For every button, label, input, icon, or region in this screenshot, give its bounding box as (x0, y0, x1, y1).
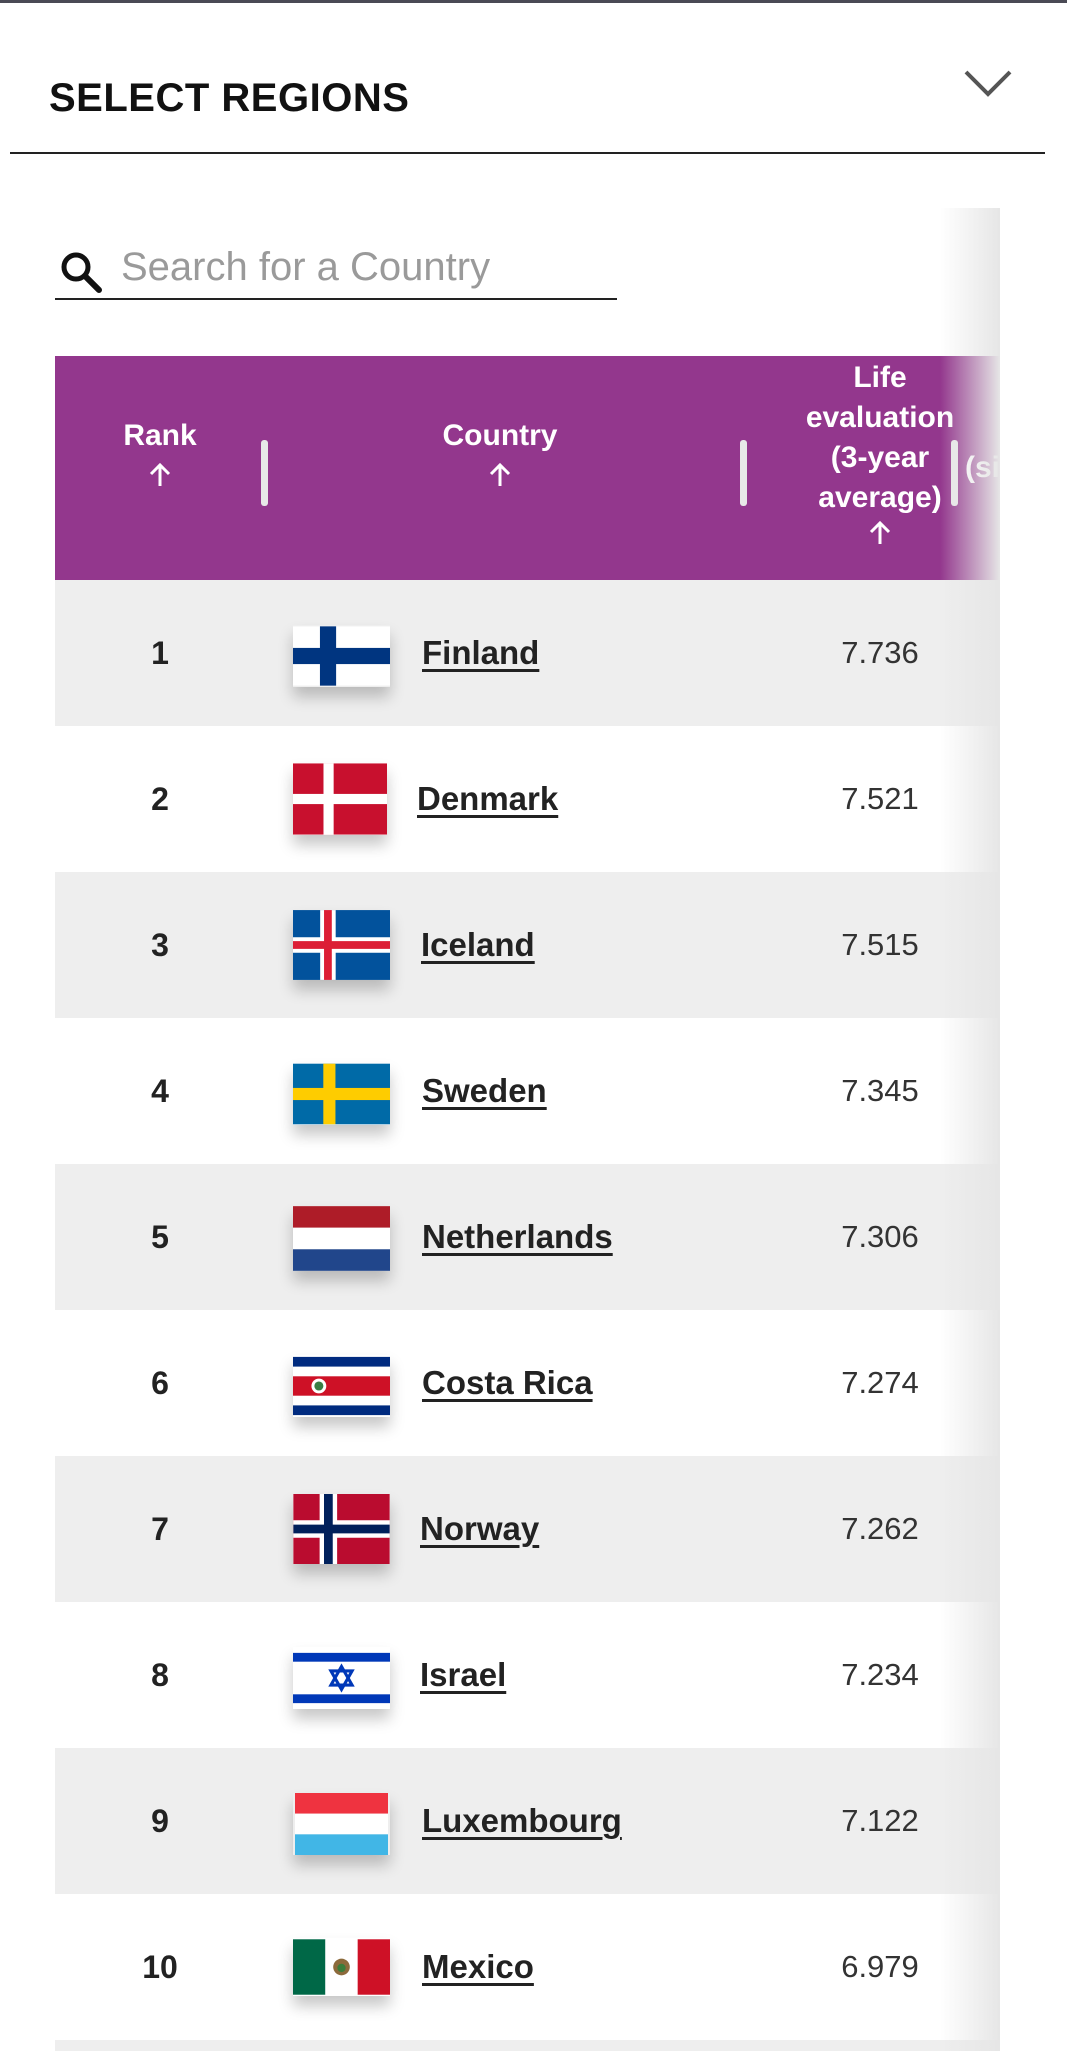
rank-cell: 10 (142, 1949, 178, 1985)
rank-cell: 4 (151, 1073, 169, 1109)
column-resize-handle[interactable] (951, 440, 958, 506)
life-evaluation-cell: 7.306 (841, 1219, 919, 1254)
column-label-country: Country (442, 419, 558, 452)
rank-cell: 9 (151, 1803, 169, 1839)
column-header-life-evaluation[interactable]: Life evaluation (3-year average) (761, 358, 999, 546)
column-label-life-evaluation: Life (853, 361, 907, 394)
column-label-rank: Rank (123, 419, 197, 452)
life-evaluation-cell: 7.262 (841, 1511, 919, 1546)
denmark-flag-icon (293, 763, 387, 835)
life-evaluation-cell: 7.122 (841, 1803, 919, 1838)
life-evaluation-cell: 7.234 (841, 1657, 919, 1692)
table-row (55, 2040, 1000, 2051)
country-link[interactable]: Iceland (421, 926, 535, 963)
country-link[interactable]: Luxembourg (422, 1802, 622, 1839)
table-row: 2 Denmark 7.521 (55, 726, 1000, 872)
life-evaluation-cell: 7.521 (841, 781, 919, 816)
column-label-life-evaluation: (3-year (830, 441, 930, 474)
netherlands-flag-icon (293, 1206, 390, 1271)
rank-cell: 3 (151, 927, 169, 963)
column-resize-handle[interactable] (261, 440, 268, 506)
rank-cell: 5 (151, 1219, 169, 1255)
iceland-flag-icon (293, 910, 390, 980)
column-label-life-evaluation: average) (818, 481, 942, 514)
country-link[interactable]: Sweden (422, 1072, 547, 1109)
search-input[interactable] (121, 242, 611, 292)
life-evaluation-cell: 7.345 (841, 1073, 919, 1108)
life-evaluation-cell: 7.515 (841, 927, 919, 962)
table-row: 8 Israel 7.234 (55, 1602, 1000, 1748)
sort-arrow-up-icon (149, 462, 171, 486)
rank-cell: 8 (151, 1657, 169, 1693)
life-evaluation-cell: 7.274 (841, 1365, 919, 1400)
table-row: 3 Iceland 7.515 (55, 872, 1000, 1018)
table-row: 10 Mexico 6.979 (55, 1894, 1000, 2040)
column-header-rank[interactable]: Rank (55, 416, 265, 488)
sweden-flag-icon (293, 1063, 390, 1125)
country-link[interactable]: Mexico (422, 1948, 534, 1985)
country-link[interactable]: Denmark (417, 780, 559, 817)
table-body: 1 Finland 7.736 2 Denmark 7.521 3 Icelan… (55, 580, 1000, 2051)
country-link[interactable]: Costa Rica (422, 1364, 593, 1401)
life-evaluation-cell: 7.736 (841, 635, 919, 670)
rank-cell: 1 (151, 635, 169, 671)
select-regions-dropdown[interactable]: SELECT REGIONS (10, 30, 1045, 154)
country-link[interactable]: Norway (420, 1510, 540, 1547)
luxembourg-flag-icon (293, 1793, 390, 1855)
column-resize-handle[interactable] (740, 440, 747, 506)
country-link[interactable]: Israel (420, 1656, 507, 1693)
sort-arrow-up-icon (489, 462, 511, 486)
table-row: 4 Sweden 7.345 (55, 1018, 1000, 1164)
finland-flag-icon (293, 625, 390, 687)
column-header-truncated[interactable]: (si (965, 448, 1000, 488)
table-header: Rank Country Life evaluation (3-year ave… (55, 356, 1000, 580)
country-link[interactable]: Finland (422, 634, 540, 671)
rank-cell: 6 (151, 1365, 169, 1401)
sort-arrow-up-icon (869, 520, 891, 544)
rank-cell: 7 (151, 1511, 169, 1547)
costa-rica-flag-icon (293, 1355, 390, 1417)
rankings-panel: Rank Country Life evaluation (3-year ave… (0, 208, 1000, 2051)
country-link[interactable]: Netherlands (422, 1218, 613, 1255)
mexico-flag-icon (293, 1938, 390, 1996)
israel-flag-icon (293, 1647, 390, 1709)
table-row: 7 Norway 7.262 (55, 1456, 1000, 1602)
table-row: 5 Netherlands 7.306 (55, 1164, 1000, 1310)
country-search (55, 228, 617, 300)
column-label-truncated: (si (965, 451, 1000, 484)
column-label-life-evaluation: evaluation (805, 401, 955, 434)
table-row: 6 Costa Rica 7.274 (55, 1310, 1000, 1456)
life-evaluation-cell: 6.979 (841, 1949, 919, 1984)
table-row: 9 Luxembourg 7.122 (55, 1748, 1000, 1894)
norway-flag-icon (293, 1494, 390, 1564)
rank-cell: 2 (151, 781, 169, 817)
table-row: 1 Finland 7.736 (55, 580, 1000, 726)
search-icon (61, 252, 102, 293)
chevron-down-icon[interactable] (963, 68, 1013, 98)
select-regions-label: SELECT REGIONS (49, 76, 410, 120)
column-header-country[interactable]: Country (335, 416, 665, 488)
top-border (0, 0, 1067, 3)
